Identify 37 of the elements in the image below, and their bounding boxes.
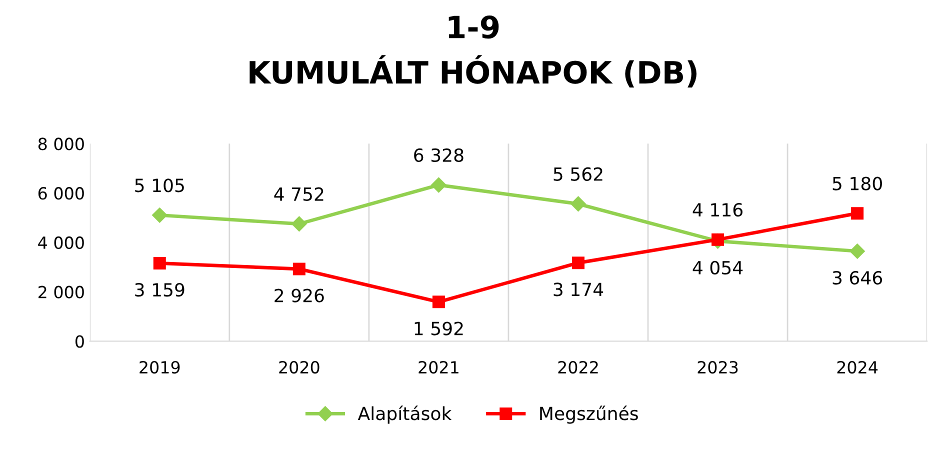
point — [432, 296, 445, 308]
data-label: 5 180 — [832, 176, 882, 190]
data-label: 4 054 — [692, 260, 743, 275]
y-tick-label: 4 000 — [38, 236, 84, 250]
point — [851, 207, 864, 220]
data-label: 5 105 — [135, 178, 184, 192]
x-tick-label: 2019 — [140, 360, 180, 374]
point — [153, 256, 166, 270]
data-label: 3 646 — [832, 270, 882, 285]
point — [152, 208, 168, 223]
point — [572, 256, 584, 270]
point — [431, 177, 446, 193]
data-label: 1 592 — [414, 322, 463, 336]
x-tick-label: 2023 — [698, 360, 738, 374]
data-label: 5 562 — [554, 167, 602, 181]
y-tick-label: 2 000 — [38, 286, 84, 298]
data-label: 6 328 — [414, 148, 464, 162]
x-tick-label: 2024 — [837, 360, 878, 374]
y-tick-label: 8 000 — [38, 138, 84, 150]
data-label: 4 116 — [692, 202, 742, 217]
point — [292, 216, 307, 232]
point — [850, 244, 865, 259]
point — [712, 233, 724, 246]
legend-label: Megszűnés — [540, 406, 638, 424]
data-label: 2 926 — [274, 288, 324, 302]
point — [292, 262, 306, 276]
x-tick-label: 2020 — [279, 360, 320, 374]
data-label: 3 174 — [554, 282, 604, 296]
x-tick-label: 2022 — [558, 360, 598, 374]
legend-label: Alapítások — [358, 406, 452, 424]
point — [570, 196, 586, 212]
data-label: 3 159 — [135, 282, 184, 297]
y-tick-label: 0 — [76, 335, 84, 348]
y-tick-label: 6 000 — [38, 187, 84, 200]
data-label: 4 752 — [274, 187, 324, 201]
chart-title: 1-9 KUMULÁLT HÓNAPOK (DB) — [250, 16, 696, 88]
x-tick-label: 2021 — [418, 360, 458, 374]
